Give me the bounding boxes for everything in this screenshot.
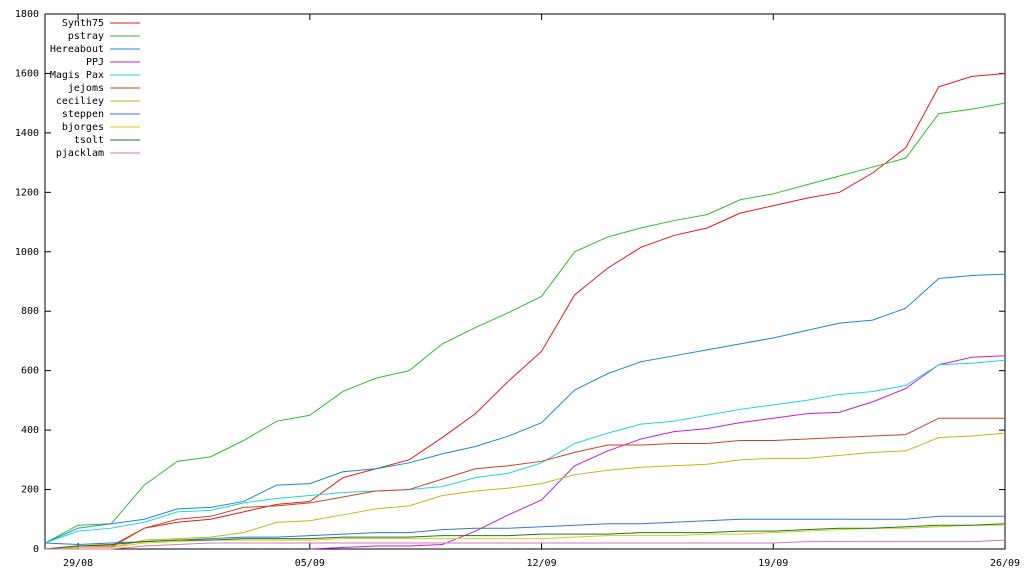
series-line bbox=[44, 72, 1006, 550]
series-line bbox=[44, 432, 1006, 550]
series-line bbox=[309, 355, 1006, 550]
x-tick-label: 29/08 bbox=[63, 558, 93, 569]
y-tick-label: 1000 bbox=[15, 247, 39, 258]
series-line bbox=[44, 515, 1005, 546]
series-line bbox=[44, 273, 1006, 544]
series-line bbox=[44, 524, 1005, 550]
legend-label: Synth75 bbox=[62, 18, 104, 29]
y-tick-label: 200 bbox=[21, 485, 39, 496]
legend-label: ceciliey bbox=[56, 96, 104, 107]
y-tick-label: 0 bbox=[33, 544, 39, 555]
x-tick-label: 19/09 bbox=[758, 558, 788, 569]
x-tick-label: 26/09 bbox=[990, 558, 1020, 569]
legend-label: Hereabout bbox=[50, 44, 104, 55]
series-line bbox=[44, 359, 1006, 544]
y-tick-label: 400 bbox=[21, 425, 39, 436]
y-tick-label: 1600 bbox=[15, 68, 39, 79]
legend-label: pstray bbox=[68, 31, 104, 42]
series-line bbox=[45, 539, 1006, 550]
legend-label: Magis Pax bbox=[50, 70, 104, 81]
series-line bbox=[44, 523, 1006, 550]
series-line bbox=[44, 102, 1006, 544]
series-line bbox=[44, 417, 1005, 550]
y-tick-label: 1200 bbox=[15, 187, 39, 198]
y-tick-label: 800 bbox=[21, 306, 39, 317]
y-tick-label: 1400 bbox=[15, 128, 39, 139]
plot-frame bbox=[44, 13, 1006, 550]
y-tick-label: 600 bbox=[21, 366, 39, 377]
legend-label: jejoms bbox=[68, 83, 104, 94]
legend-label: tsolt bbox=[74, 135, 104, 146]
x-tick-label: 12/09 bbox=[526, 558, 556, 569]
legend-label: PPJ bbox=[86, 57, 104, 68]
legend-label: bjorges bbox=[62, 122, 104, 133]
legend-label: steppen bbox=[62, 109, 104, 120]
y-tick-label: 1800 bbox=[15, 9, 39, 20]
legend-label: pjacklam bbox=[56, 148, 104, 159]
x-tick-label: 05/09 bbox=[295, 558, 325, 569]
